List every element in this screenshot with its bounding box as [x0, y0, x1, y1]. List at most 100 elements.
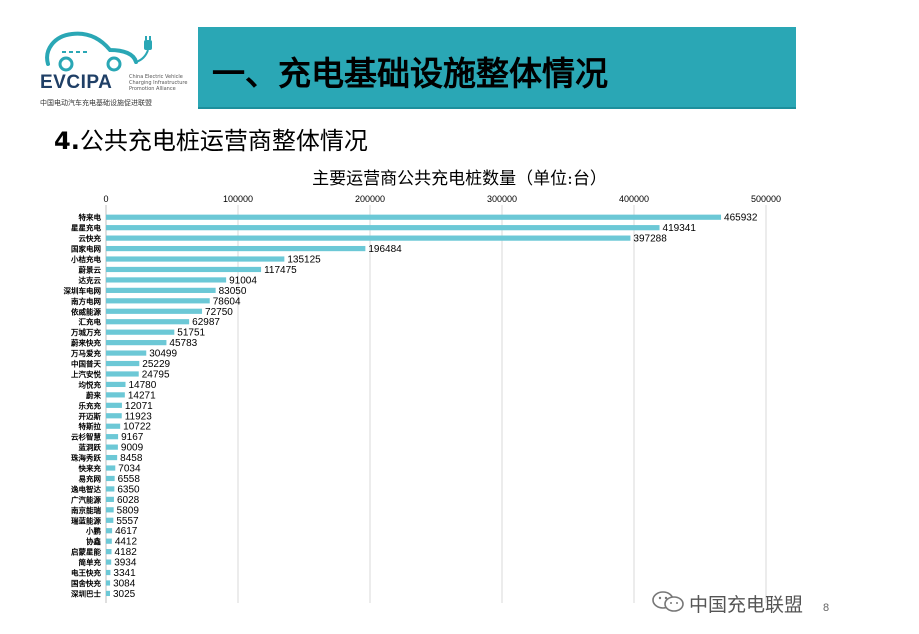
category-label: 云杉智慧 [71, 432, 101, 442]
data-label: 30499 [149, 349, 177, 360]
data-label: 3084 [113, 578, 136, 589]
car-plug-icon [45, 31, 152, 72]
evcipa-logo: EVCIPA China Electric Vehicle Charging I… [38, 26, 188, 110]
x-tick-label: 300000 [487, 194, 517, 204]
data-label: 6558 [118, 474, 141, 485]
data-label: 419341 [663, 223, 697, 234]
category-label: 万马爱充 [70, 348, 101, 358]
bar [106, 392, 125, 398]
data-label: 196484 [368, 244, 402, 255]
data-label: 7034 [118, 464, 141, 475]
bar [106, 559, 112, 565]
data-label: 10722 [123, 422, 151, 433]
data-label: 9009 [121, 443, 144, 454]
category-label: 中国普天 [71, 359, 101, 369]
data-label: 11923 [125, 411, 153, 422]
category-label: 云快充 [79, 233, 102, 243]
category-label: 上汽安悦 [71, 369, 101, 379]
data-label: 25229 [142, 359, 170, 370]
category-label: 开迈斯 [79, 411, 102, 421]
bar [106, 528, 113, 534]
x-tick-label: 100000 [223, 194, 253, 204]
bar [106, 245, 366, 252]
bar [106, 350, 147, 356]
data-label: 24795 [142, 369, 170, 380]
bar [106, 569, 111, 576]
bar [106, 549, 112, 555]
category-label: 蓝洞跃 [79, 442, 102, 452]
category-label: 快来充 [79, 463, 102, 473]
bar [106, 340, 167, 346]
category-label: 南方电网 [71, 296, 101, 306]
data-label: 14271 [128, 390, 156, 401]
page-title: 一、充电基础设施整体情况 [212, 54, 608, 93]
category-label: 瑞蓝能源 [71, 515, 101, 525]
data-label: 6350 [117, 484, 140, 495]
category-label: 均悦充 [79, 379, 102, 389]
bar [106, 360, 140, 367]
category-label: 蔚来快充 [71, 338, 101, 348]
bar [106, 277, 227, 283]
data-label: 4182 [115, 547, 138, 558]
category-label: 南京能瑞 [71, 505, 101, 515]
bar [106, 423, 121, 429]
x-tick-label: 400000 [619, 194, 649, 204]
bar [106, 214, 722, 220]
category-label: 小桔充电 [71, 254, 101, 264]
bar [106, 413, 122, 419]
data-label: 3934 [114, 558, 137, 569]
logo-english-name: China Electric Vehicle Charging Infrastr… [129, 74, 188, 92]
data-label: 4412 [115, 537, 138, 548]
data-label: 6028 [117, 495, 140, 506]
bar [106, 507, 114, 513]
bar [106, 329, 175, 335]
bar [106, 475, 115, 482]
data-label: 3341 [113, 568, 136, 579]
bar [106, 486, 115, 492]
bar [106, 319, 190, 325]
data-label: 5809 [117, 505, 140, 516]
category-label: 广汽能源 [71, 494, 101, 504]
bar [106, 371, 139, 377]
bar [106, 454, 118, 461]
category-label: 特斯拉 [79, 421, 102, 431]
category-label: 电王快充 [71, 568, 101, 578]
category-label: 蔚来 [86, 390, 101, 400]
wechat-watermark: 中国充电联盟 [651, 588, 841, 616]
data-label: 117475 [264, 265, 297, 276]
category-label: 协鑫 [86, 536, 101, 546]
category-label: 达克云 [79, 275, 102, 285]
logo-wordmark: EVCIPA [40, 72, 113, 93]
data-label: 135125 [287, 255, 321, 266]
data-label: 5557 [116, 516, 139, 527]
data-label: 91004 [229, 275, 257, 286]
section-heading: 4.公共充电桩运营商整体情况 [54, 121, 368, 156]
data-label: 12071 [125, 401, 153, 412]
category-label: 依威能源 [71, 306, 101, 316]
bar [106, 580, 111, 586]
category-label: 特来电 [79, 212, 102, 222]
bar [106, 235, 631, 241]
title-banner: 一、充电基础设施整体情况 [198, 27, 796, 109]
bar [106, 266, 262, 273]
category-label: 简单充 [79, 557, 102, 567]
category-label: 万城万充 [70, 327, 101, 337]
wechat-icon [652, 591, 684, 612]
data-label: 62987 [192, 317, 220, 328]
data-label: 3025 [113, 589, 136, 600]
data-label: 83050 [219, 286, 247, 297]
category-label: 蔚景云 [79, 264, 102, 274]
data-label: 72750 [205, 307, 233, 318]
data-label: 45783 [169, 338, 197, 349]
category-label: 易充网 [79, 473, 102, 483]
x-tick-label: 500000 [751, 194, 781, 204]
bar [106, 256, 285, 262]
category-label: 小鹏 [86, 526, 101, 536]
bar [106, 496, 114, 502]
bar [106, 381, 126, 388]
bar [106, 225, 660, 231]
bar [106, 465, 116, 471]
section-number: 4. [54, 127, 80, 155]
bar [106, 538, 112, 544]
